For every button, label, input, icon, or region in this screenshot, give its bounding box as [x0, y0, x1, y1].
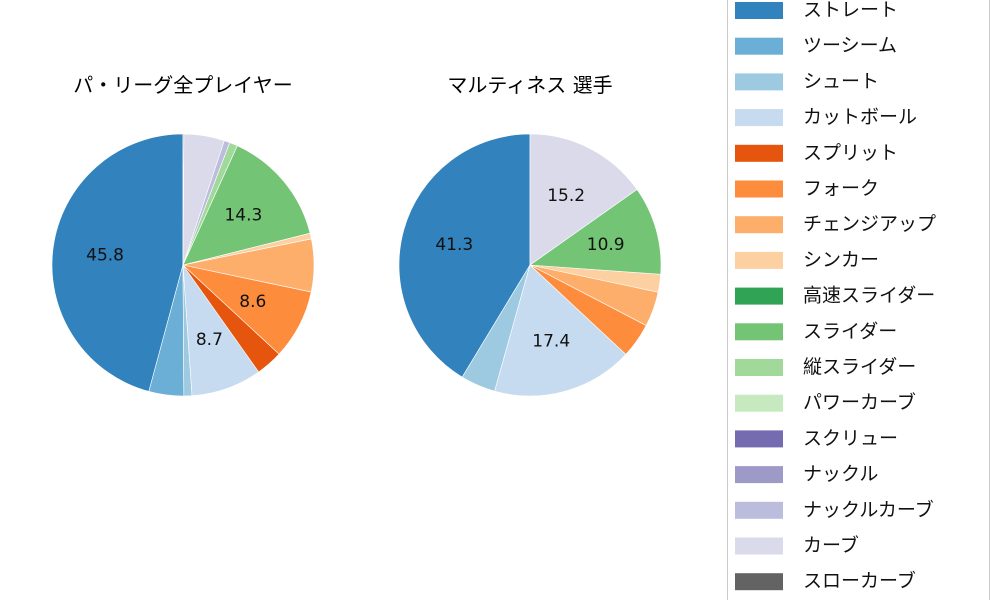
legend-entry: スライダー	[735, 320, 897, 342]
legend-label: シンカー	[803, 249, 879, 271]
slice-label: 10.9	[587, 235, 625, 255]
legend-entry: パワーカーブ	[735, 391, 916, 414]
legend-entry: スクリュー	[735, 427, 898, 449]
legend-label: フォーク	[803, 178, 879, 200]
legend-swatch	[735, 144, 783, 162]
legend-label: パワーカーブ	[803, 391, 916, 414]
legend-entry: ストレート	[735, 0, 898, 21]
legend-label: スローカーブ	[803, 569, 916, 592]
legend-label: 縦スライダー	[803, 356, 916, 378]
legend-swatch	[735, 2, 783, 19]
legend-label: スプリット	[803, 142, 898, 164]
legend-entry: シンカー	[735, 249, 879, 271]
slice-label: 8.6	[239, 292, 266, 312]
legend-swatch	[735, 37, 783, 55]
slice-label: 41.3	[435, 235, 473, 255]
legend-swatch	[735, 180, 783, 198]
legend-label: ナックルカーブ	[803, 498, 934, 521]
legend-label: スクリュー	[803, 427, 898, 449]
pie-slice	[51, 133, 184, 392]
legend-swatch	[735, 359, 783, 376]
legend-entry: カーブ	[735, 534, 859, 557]
legend-label: スライダー	[803, 320, 897, 342]
legend-entry: ツーシーム	[735, 35, 897, 57]
legend-label: 高速スライダー	[803, 285, 935, 307]
pie-slice	[398, 133, 531, 378]
legend-swatch	[735, 573, 783, 591]
legend-entry: スプリット	[735, 142, 898, 164]
slice-label: 8.7	[196, 330, 223, 350]
legend-entry: シュート	[735, 70, 879, 92]
pie-slice	[182, 133, 185, 266]
legend-frame	[727, 0, 990, 600]
legend-label: カットボール	[803, 106, 917, 128]
pie-slice	[494, 264, 627, 397]
legend-swatch	[735, 323, 783, 341]
legend-swatch	[735, 216, 783, 234]
legend-swatch	[735, 430, 783, 448]
legend-swatch	[735, 466, 783, 484]
slice-label: 15.2	[547, 186, 585, 206]
legend-swatch	[735, 73, 783, 91]
legend-entry: スローカーブ	[735, 569, 916, 592]
legend: ストレートツーシームシュートカットボールスプリットフォークチェンジアップシンカー…	[727, 0, 990, 600]
legend-entry: ナックルカーブ	[735, 498, 934, 521]
pie-title: マルティネス 選手	[447, 73, 612, 97]
pie-slice	[529, 189, 662, 275]
pie-slice	[182, 145, 311, 266]
legend-label: ツーシーム	[803, 35, 897, 57]
slice-label: 45.8	[86, 246, 124, 266]
pie-chart-1: パ・リーグ全プレイヤー 45.8 8.7 8.6 14.3	[51, 73, 315, 397]
slice-label: 14.3	[224, 206, 262, 226]
legend-label: カーブ	[803, 534, 859, 557]
pie-chart-2: マルティネス 選手 41.3 17.4 10.9 15.2	[398, 73, 662, 397]
legend-swatch	[735, 251, 783, 269]
legend-label: ストレート	[803, 0, 898, 21]
legend-entry: 高速スライダー	[735, 285, 935, 307]
pie-title: パ・リーグ全プレイヤー	[73, 73, 292, 97]
legend-entry: チェンジアップ	[735, 213, 936, 235]
legend-entry: フォーク	[735, 178, 879, 200]
legend-swatch	[735, 501, 783, 519]
legend-swatch	[735, 287, 783, 305]
legend-entry: ナックル	[735, 463, 878, 485]
legend-swatch	[735, 394, 783, 412]
legend-label: チェンジアップ	[803, 213, 936, 235]
legend-entry: カットボール	[735, 106, 917, 128]
legend-label: シュート	[803, 70, 879, 92]
slice-label: 17.4	[532, 332, 570, 352]
legend-swatch	[735, 537, 783, 555]
pie-slice	[529, 133, 638, 266]
legend-swatch	[735, 109, 783, 127]
legend-entry: 縦スライダー	[735, 356, 916, 378]
legend-label: ナックル	[803, 463, 878, 485]
